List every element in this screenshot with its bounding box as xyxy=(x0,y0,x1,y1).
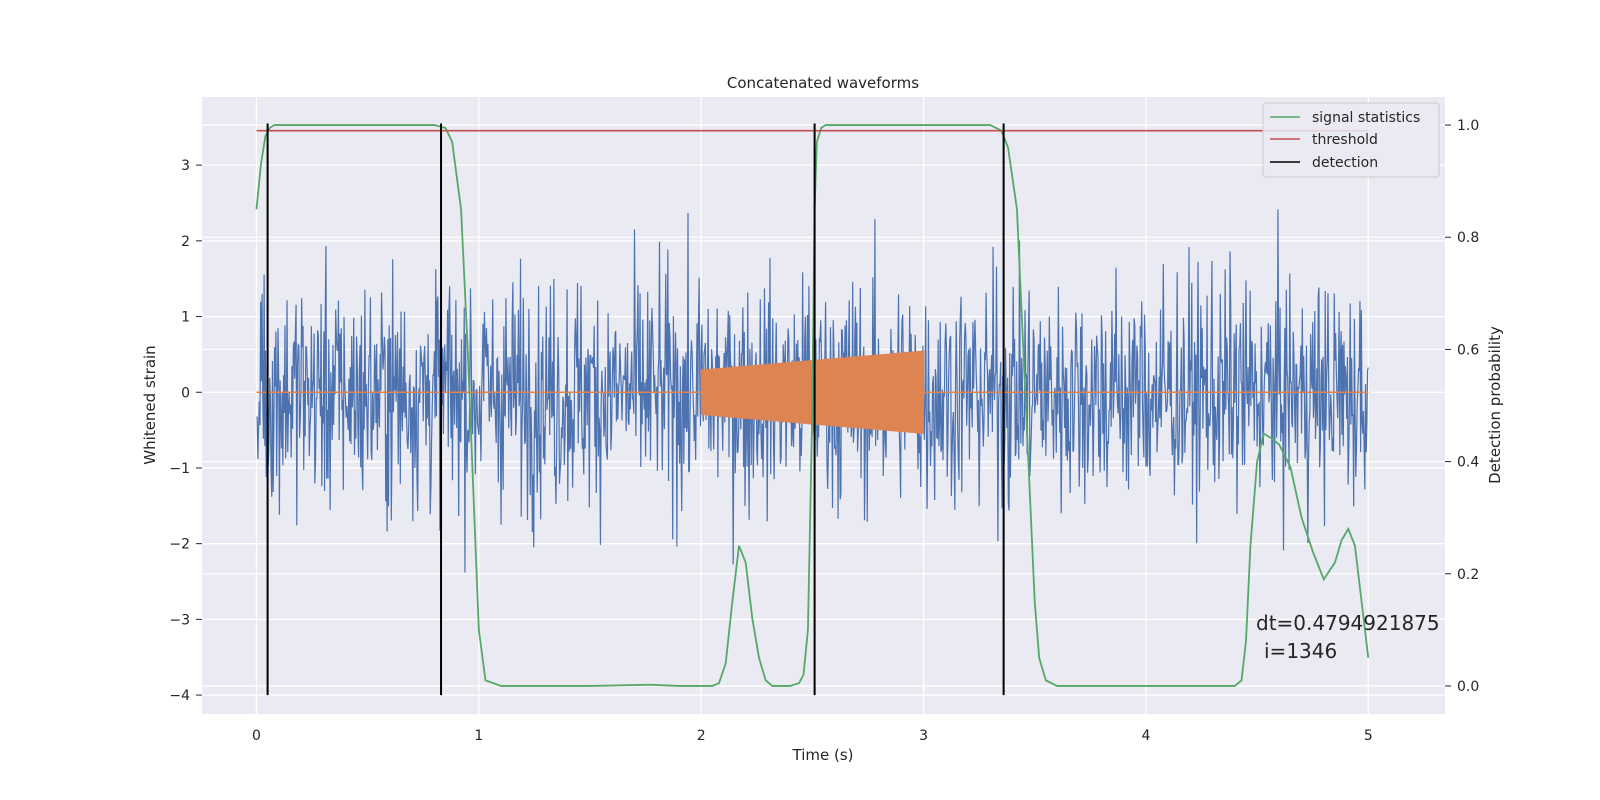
tick-layer: 0 1 2 3 4 5 −4 −3 −2 −1 0 1 2 3 0.0 0.2 0.4 0.6 0.8 1.0 xyxy=(169,118,1479,744)
y-right-tick-label: 0.8 xyxy=(1457,230,1479,246)
x-tick-label: 4 xyxy=(1141,728,1150,744)
x-tick-label: 1 xyxy=(474,728,483,744)
data-layer xyxy=(255,123,1370,696)
y-left-tick-label: 1 xyxy=(181,310,190,326)
y-axis-right-label: Detection probability xyxy=(1486,326,1504,484)
annotation-index: i=1346 xyxy=(1264,639,1337,663)
x-axis-label: Time (s) xyxy=(792,746,854,764)
y-right-tick-label: 0.6 xyxy=(1457,342,1479,358)
y-left-tick-label: −4 xyxy=(169,688,190,704)
y-left-tick-label: 3 xyxy=(181,158,190,174)
y-left-tick-label: −3 xyxy=(169,612,190,628)
y-right-tick-label: 1.0 xyxy=(1457,118,1479,134)
x-tick-label: 0 xyxy=(252,728,261,744)
x-tick-label: 3 xyxy=(919,728,928,744)
y-left-tick-label: 0 xyxy=(181,385,190,401)
x-tick-label: 5 xyxy=(1364,728,1373,744)
legend-label-detection: detection xyxy=(1312,155,1378,171)
y-axis-left-label: Whitened strain xyxy=(141,345,159,464)
y-right-tick-label: 0.0 xyxy=(1457,679,1479,695)
legend: signal statistics threshold detection xyxy=(1262,102,1440,178)
y-right-tick-label: 0.2 xyxy=(1457,567,1479,583)
legend-label-threshold: threshold xyxy=(1312,132,1378,148)
x-tick-label: 2 xyxy=(697,728,706,744)
y-left-tick-label: −1 xyxy=(169,461,190,477)
y-left-tick-label: 2 xyxy=(181,234,190,250)
chart-title: Concatenated waveforms xyxy=(727,74,919,92)
legend-label-signal-statistics: signal statistics xyxy=(1312,110,1420,126)
annotation-dt: dt=0.4794921875 xyxy=(1256,611,1440,635)
legend-box xyxy=(1262,102,1440,178)
series-signal-statistics xyxy=(255,124,1370,687)
y-left-tick-label: −2 xyxy=(169,537,190,553)
y-right-tick-label: 0.4 xyxy=(1457,455,1479,471)
